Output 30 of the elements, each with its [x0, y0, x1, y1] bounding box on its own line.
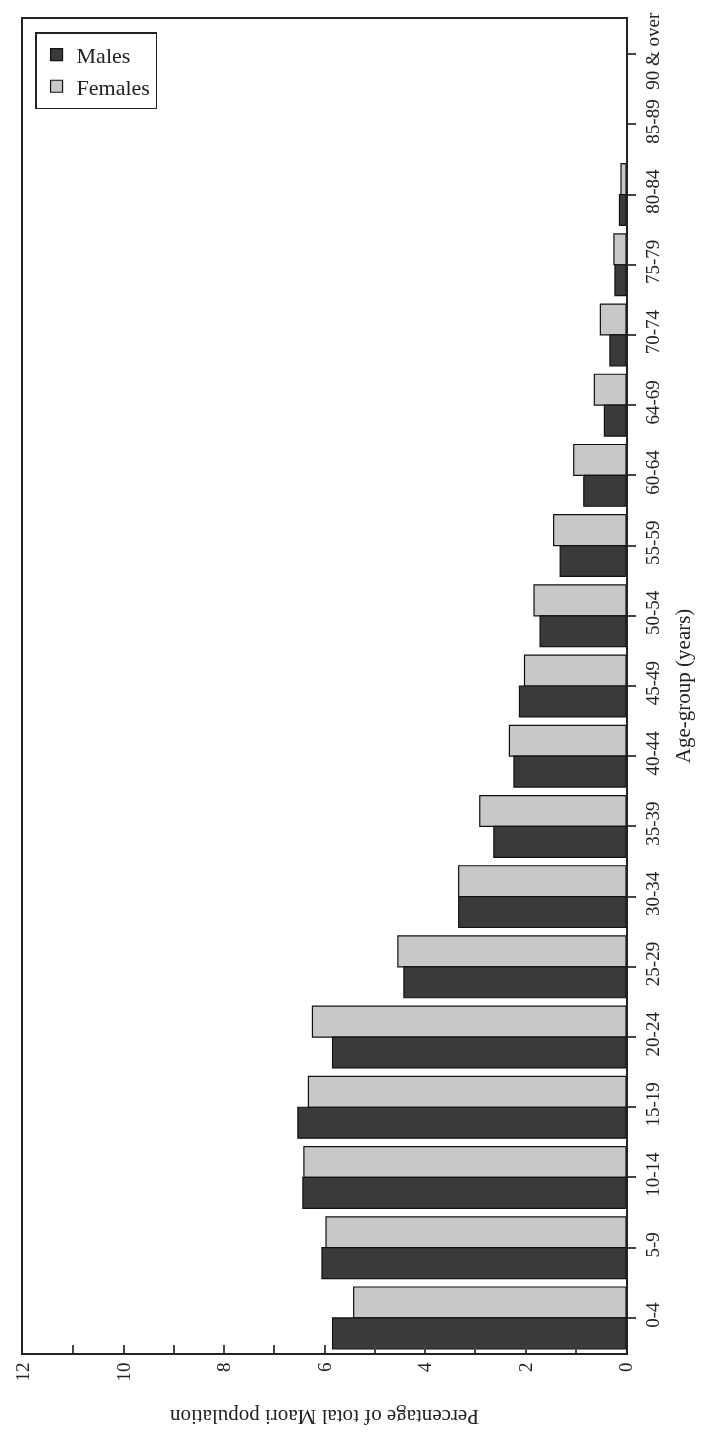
y-tick-label: 5-9: [641, 1232, 663, 1258]
y-tick-label: 0-4: [641, 1301, 663, 1328]
x-tick-label: 4: [414, 1362, 436, 1373]
y-tick-label: 35-39: [641, 801, 663, 846]
y-tick-label: 85-89: [641, 99, 663, 144]
y-tick-label: 45-49: [641, 660, 663, 706]
x-tick-label: 12: [12, 1362, 34, 1382]
y-tick-label: 55-59: [641, 520, 663, 565]
x-tick-label: 0: [615, 1362, 637, 1373]
y-tick-label: 30-34: [641, 871, 663, 916]
x-tick-label: 2: [514, 1362, 536, 1373]
y-tick-label: 90 & over: [641, 12, 663, 90]
y-tick-label: 75-79: [641, 239, 663, 285]
legend-label: Males: [76, 43, 131, 69]
y-tick-label: 20-24: [641, 1011, 663, 1057]
x-tick-label: 6: [313, 1362, 335, 1373]
y-tick-label: 50-54: [641, 590, 663, 636]
legend-label: Females: [76, 74, 150, 100]
x-tick-label: 8: [213, 1362, 235, 1373]
y-tick-label: 80-84: [641, 169, 663, 214]
y-tick-label: 60-64: [641, 449, 663, 495]
y-tick-label: 64-69: [641, 380, 663, 425]
x-axis-title: Percentage of total Maori population: [169, 1404, 479, 1429]
y-tick-label: 15-19: [641, 1082, 663, 1127]
y-tick-label: 10-14: [641, 1151, 663, 1197]
y-axis-title: Age-group (years): [671, 608, 696, 764]
x-tick-label: 10: [112, 1362, 134, 1382]
y-tick-label: 40-44: [641, 730, 663, 776]
y-tick-label: 25-29: [641, 941, 663, 987]
y-tick-label: 70-74: [641, 309, 663, 355]
